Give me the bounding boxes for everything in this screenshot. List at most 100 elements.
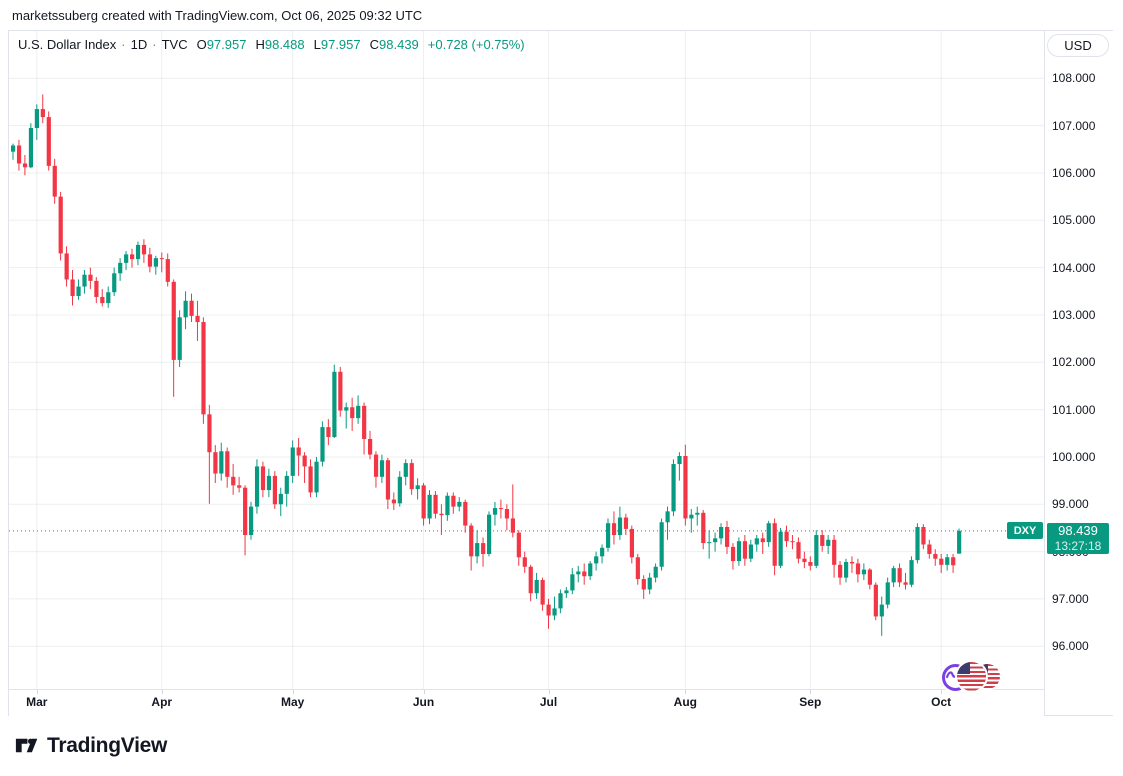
candle-body [141, 244, 147, 255]
candle-body [790, 541, 795, 543]
y-axis-label: 103.000 [1052, 307, 1096, 322]
candle-body [879, 604, 884, 617]
candle-body [421, 485, 426, 519]
candle-body [463, 501, 468, 526]
y-axis-label: 105.000 [1052, 213, 1096, 228]
symbol-legend: U.S. Dollar Index · 1D · TVC O97.957 H98… [18, 37, 525, 52]
candle-body [808, 562, 813, 566]
y-axis-label: 100.000 [1052, 449, 1096, 464]
candle-body [522, 557, 527, 567]
candle-body [314, 461, 319, 493]
candle-body [760, 538, 765, 543]
candle-body [659, 522, 664, 567]
candle-body [528, 566, 533, 594]
time-axis[interactable]: Mar Apr May Jun Jul Aug Sep Oct [9, 689, 1044, 716]
interval-label[interactable]: 1D [130, 37, 148, 52]
candle-body [891, 568, 896, 583]
candle-body [939, 558, 944, 565]
candle-body [445, 495, 450, 516]
candle-body [861, 569, 867, 575]
candle-body [481, 543, 486, 554]
candle-body [439, 513, 444, 516]
symbol-title[interactable]: U.S. Dollar Index [18, 37, 117, 52]
candle-body [730, 546, 736, 562]
candle-body [701, 512, 706, 544]
price-line-symbol-tag: DXY [1007, 522, 1043, 540]
candle-body [838, 564, 843, 578]
candle-body [713, 538, 718, 543]
time-axis-tick [941, 690, 943, 694]
candlestick-canvas[interactable] [9, 31, 1044, 689]
candle-body [820, 535, 825, 546]
candle-body [201, 322, 206, 415]
chart-pane[interactable]: U.S. Dollar Index · 1D · TVC O97.957 H98… [9, 31, 1044, 689]
candle-body [427, 494, 432, 519]
candle-body [629, 528, 634, 558]
time-axis-tick [685, 690, 687, 694]
candle-body [766, 523, 771, 543]
candle-body [748, 544, 753, 559]
candle-body [308, 466, 313, 493]
candle-body [754, 538, 759, 545]
candle-body [260, 466, 266, 491]
candle-body [600, 547, 605, 557]
candle-body [106, 292, 111, 304]
candle-body [725, 526, 730, 547]
candle-body [415, 485, 420, 490]
candle-body [130, 254, 135, 260]
candle-body [290, 447, 295, 476]
candle-body [665, 511, 670, 523]
candle-body [177, 317, 182, 360]
candle-body [278, 493, 283, 505]
y-axis-label: 104.000 [1052, 260, 1096, 275]
candle-body [254, 466, 260, 507]
tradingview-logo-text: TradingView [47, 733, 168, 757]
tradingview-logo[interactable]: TradingView [13, 732, 167, 759]
candle-body [153, 258, 158, 267]
candle-body [867, 569, 872, 585]
candle-body [772, 523, 777, 566]
legend-separator: · [152, 37, 157, 52]
candle-body [159, 258, 164, 260]
candle-body [326, 427, 331, 438]
candle-body [683, 455, 688, 519]
candle-body [433, 494, 438, 514]
candle-body [302, 455, 307, 467]
candle-body [826, 539, 831, 546]
candle-body [909, 560, 914, 585]
candle-body [266, 475, 272, 491]
time-axis-tick [423, 690, 425, 694]
candle-body [320, 427, 325, 462]
candle-body [558, 593, 563, 609]
candle-body [457, 501, 462, 507]
time-axis-tick [810, 690, 812, 694]
candle-body [207, 414, 212, 453]
candle-body [64, 253, 69, 280]
candle-body [409, 463, 414, 490]
candle-body [88, 274, 93, 281]
candle-body [451, 495, 456, 507]
candle-body [171, 281, 176, 360]
candle-body [552, 608, 557, 616]
x-axis-label: May [280, 695, 305, 709]
us-flag-icon [957, 662, 986, 691]
candle-body [516, 532, 521, 558]
candle-body [28, 127, 34, 168]
candle-body [16, 145, 22, 164]
candle-body [147, 254, 153, 267]
candle-body [576, 571, 581, 575]
time-axis-tick [292, 690, 294, 694]
candle-body [498, 508, 504, 510]
candle-body [582, 571, 587, 577]
x-axis-label: Oct [931, 695, 952, 709]
x-axis-label: Sep [799, 695, 822, 709]
exchange-label[interactable]: TVC [161, 37, 188, 52]
price-axis[interactable]: 98.439 13:27:18 108.000 107.000 106.000 105… [1044, 31, 1113, 715]
ohlc-high: H98.488 [255, 37, 305, 52]
candle-body [594, 556, 599, 564]
candle-body [135, 244, 141, 260]
tradingview-logo-icon [15, 738, 38, 753]
candle-body [296, 447, 301, 456]
currency-button[interactable]: USD [1047, 34, 1109, 57]
candle-body [165, 259, 170, 282]
